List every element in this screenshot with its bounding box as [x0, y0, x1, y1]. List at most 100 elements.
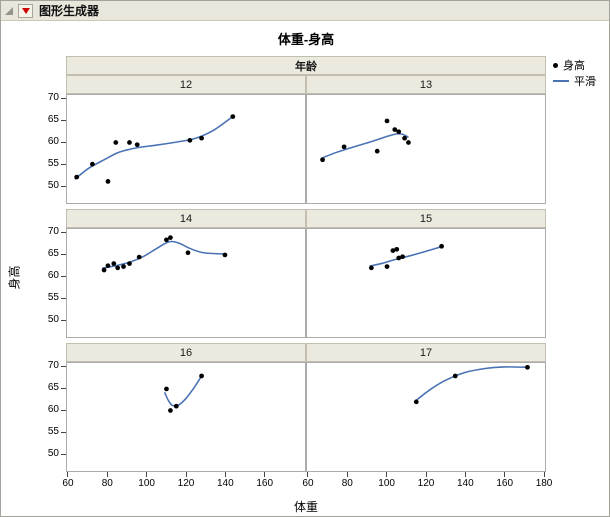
y-axis-tick-label: 65 — [47, 248, 59, 260]
data-point[interactable] — [320, 157, 325, 163]
data-point[interactable] — [105, 263, 111, 269]
smoother-curve[interactable] — [163, 375, 203, 407]
data-point[interactable] — [222, 252, 228, 258]
x-axis-tick — [543, 472, 545, 477]
y-axis-tick — [61, 119, 66, 121]
data-point[interactable] — [105, 179, 111, 184]
data-point[interactable] — [134, 142, 140, 148]
data-point[interactable] — [101, 267, 107, 273]
data-point[interactable] — [406, 140, 411, 145]
y-axis-tick-label: 50 — [47, 448, 59, 460]
data-point[interactable] — [168, 408, 173, 413]
smoother-curve[interactable] — [413, 366, 528, 403]
legend-item-points[interactable]: 身高 — [553, 57, 596, 73]
point-marker-icon — [553, 62, 558, 68]
y-axis-tick-label: 65 — [47, 382, 59, 394]
data-point[interactable] — [396, 129, 402, 135]
y-axis-tick — [61, 163, 66, 165]
data-point[interactable] — [115, 265, 121, 271]
facet-panel-13[interactable] — [306, 94, 546, 204]
outline-header: 图形生成器 — [1, 1, 609, 21]
y-axis-tick-label: 50 — [47, 180, 59, 192]
x-axis-label[interactable]: 体重 — [293, 500, 318, 514]
data-point[interactable] — [127, 140, 132, 145]
outline-title: 图形生成器 — [39, 4, 100, 18]
smoother-curve[interactable] — [369, 245, 442, 267]
data-point[interactable] — [113, 140, 119, 145]
y-axis-tick — [61, 297, 66, 299]
data-point[interactable] — [390, 248, 396, 253]
data-point[interactable] — [127, 261, 132, 266]
data-point[interactable] — [199, 135, 204, 141]
y-axis-tick-label: 55 — [47, 426, 59, 438]
data-point[interactable] — [185, 250, 191, 256]
y-axis-tick — [61, 97, 66, 99]
data-point[interactable] — [368, 265, 374, 271]
facet-label-13[interactable]: 13 — [306, 75, 546, 94]
smoother-curve[interactable] — [320, 132, 409, 160]
data-point[interactable] — [392, 127, 398, 132]
data-point[interactable] — [199, 373, 204, 379]
y-axis-tick — [61, 319, 66, 321]
data-point[interactable] — [74, 174, 80, 180]
facet-panel-15[interactable] — [306, 228, 546, 338]
y-axis-tick-label: 60 — [47, 270, 59, 282]
data-point[interactable] — [341, 144, 347, 150]
data-point[interactable] — [384, 118, 390, 124]
data-point[interactable] — [439, 243, 444, 249]
y-axis-tick — [61, 387, 66, 389]
facet-label-17[interactable]: 17 — [306, 343, 546, 362]
x-axis-tick — [307, 472, 309, 477]
facet-panel-14[interactable] — [66, 228, 306, 338]
x-axis-tick — [386, 472, 388, 477]
data-point[interactable] — [136, 254, 142, 260]
x-axis-tick-label: 80 — [341, 478, 353, 489]
y-axis-tick — [61, 141, 66, 143]
facet-label-14[interactable]: 14 — [66, 209, 306, 228]
y-axis-tick-label: 65 — [47, 114, 59, 126]
data-point[interactable] — [187, 138, 193, 143]
data-point[interactable] — [230, 114, 236, 119]
smoother-curve[interactable] — [74, 115, 234, 180]
data-point[interactable] — [384, 264, 390, 269]
data-point[interactable] — [168, 235, 173, 240]
data-point[interactable] — [173, 403, 179, 409]
x-axis-tick — [346, 472, 348, 477]
data-point[interactable] — [452, 373, 458, 379]
data-point[interactable] — [374, 148, 380, 154]
data-point[interactable] — [164, 237, 169, 243]
facet-panel-12[interactable] — [66, 94, 306, 204]
x-axis-tick — [67, 472, 69, 477]
x-axis-tick — [146, 472, 148, 477]
x-axis-tick — [425, 472, 427, 477]
legend-item-smoother[interactable]: 平滑 — [553, 73, 596, 89]
data-point[interactable] — [400, 254, 405, 260]
data-point[interactable] — [402, 135, 407, 141]
x-axis-tick-label: 180 — [535, 478, 553, 489]
legend-label-points: 身高 — [563, 60, 585, 72]
facet-panel-16[interactable] — [66, 362, 306, 472]
smoother-curve[interactable] — [101, 240, 226, 270]
data-point[interactable] — [164, 386, 169, 392]
facet-label-16[interactable]: 16 — [66, 343, 306, 362]
facet-column-header[interactable]: 年龄 — [66, 56, 546, 75]
x-axis-tick — [185, 472, 187, 477]
data-point[interactable] — [90, 161, 95, 167]
facet-label-12[interactable]: 12 — [66, 75, 306, 94]
x-axis-tick — [464, 472, 466, 477]
y-axis-tick — [61, 409, 66, 411]
x-axis-tick-label: 140 — [217, 478, 234, 489]
y-axis-tick — [61, 185, 66, 187]
data-point[interactable] — [525, 364, 530, 370]
facet-label-15[interactable]: 15 — [306, 209, 546, 228]
data-point[interactable] — [396, 255, 402, 261]
data-point[interactable] — [111, 261, 117, 266]
graph-report: 体重-身高 年龄 身高 体重 身高 平滑 12 13 14 15 16 17 70 65 60 5… — [1, 21, 609, 516]
data-point[interactable] — [121, 264, 126, 269]
data-point[interactable] — [394, 246, 400, 252]
disclosure-triangle-icon[interactable] — [5, 6, 13, 15]
red-triangle-menu-button[interactable] — [18, 3, 33, 18]
data-point[interactable] — [413, 399, 419, 405]
facet-panel-17[interactable] — [306, 362, 546, 472]
